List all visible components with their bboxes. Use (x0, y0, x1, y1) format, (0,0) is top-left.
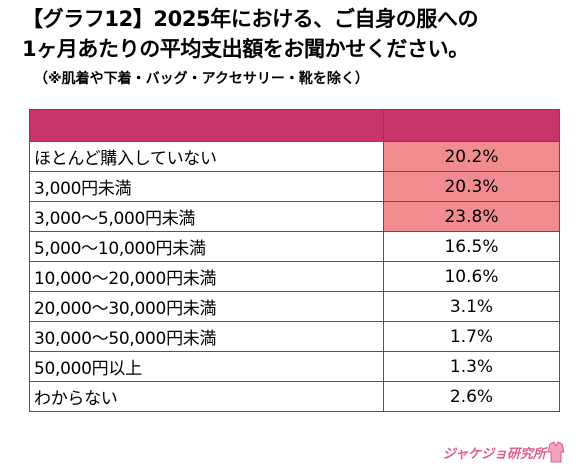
table-row: ほとんど購入していない 20.2% (29, 141, 560, 172)
percentage-value: 1.7% (383, 321, 560, 352)
category-label: 3,000～5,000円未満 (29, 201, 384, 232)
percentage-value: 10.6% (383, 261, 560, 292)
table-row: 30,000～50,000円未満 1.7% (29, 321, 560, 352)
chart-subtitle: （※肌着や下着・バッグ・アクセサリー・靴を除く） (34, 71, 369, 87)
category-label: 3,000円未満 (29, 171, 384, 202)
category-label: 10,000～20,000円未満 (29, 261, 384, 292)
chart-title-line-2: 1ヶ月あたりの平均支出額をお聞かせください。 (22, 37, 469, 61)
percentage-value: 20.2% (383, 141, 560, 172)
chart-title: 【グラフ12】2025年における、ご自身の服への 1ヶ月あたりの平均支出額をお聞… (22, 4, 582, 64)
table-row: 20,000～30,000円未満 3.1% (29, 291, 560, 322)
jacket-icon (547, 441, 565, 463)
category-label: 20,000～30,000円未満 (29, 291, 384, 322)
category-label: ほとんど購入していない (29, 141, 384, 172)
percentage-value: 16.5% (383, 231, 560, 262)
table-row: 50,000円以上 1.3% (29, 351, 560, 382)
category-label: 30,000～50,000円未満 (29, 321, 384, 352)
percentage-value: 2.6% (383, 381, 560, 412)
table-row: わからない 2.6% (29, 381, 560, 412)
header-cell-value (383, 109, 560, 142)
brand-logo-text: ジャケジョ研究所 (442, 446, 546, 462)
table-row: 10,000～20,000円未満 10.6% (29, 261, 560, 292)
header-cell-category (29, 109, 384, 142)
table-row: 3,000円未満 20.3% (29, 171, 560, 202)
table-row: 5,000～10,000円未満 16.5% (29, 231, 560, 262)
percentage-value: 3.1% (383, 291, 560, 322)
brand-logo: ジャケジョ研究所 (443, 439, 566, 465)
percentage-value: 23.8% (383, 201, 560, 232)
category-label: わからない (29, 381, 384, 412)
data-table: ほとんど購入していない 20.2% 3,000円未満 20.3% 3,000～5,000… (29, 109, 560, 412)
table-row: 3,000～5,000円未満 23.8% (29, 201, 560, 232)
table-body: ほとんど購入していない 20.2% 3,000円未満 20.3% 3,000～5,000… (29, 141, 560, 412)
percentage-value: 20.3% (383, 171, 560, 202)
category-label: 50,000円以上 (29, 351, 384, 382)
percentage-value: 1.3% (383, 351, 560, 382)
category-label: 5,000～10,000円未満 (29, 231, 384, 262)
table-header-row (29, 109, 560, 142)
chart-title-line-1: 【グラフ12】2025年における、ご自身の服への (22, 7, 479, 31)
